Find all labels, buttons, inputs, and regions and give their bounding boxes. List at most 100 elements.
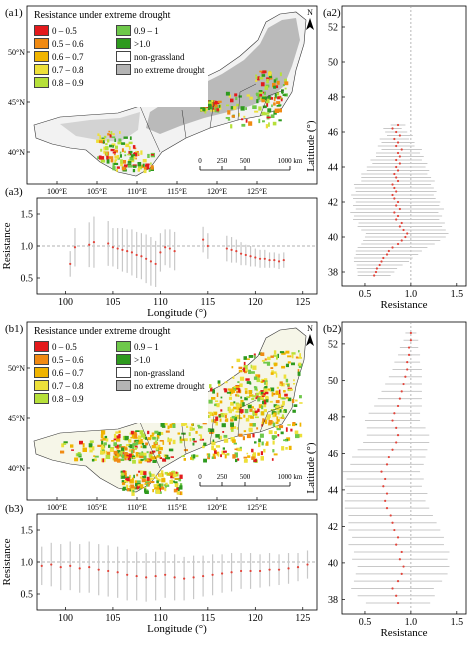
resistance-pixel [135,157,137,160]
resistance-pixel [109,134,112,138]
resistance-pixel [236,390,239,394]
resistance-pixel [162,458,167,462]
data-point [384,477,387,481]
resistance-pixel [132,490,135,493]
resistance-pixel [279,417,282,419]
data-point [382,485,385,488]
resistance-pixel [293,383,296,385]
data-point [391,521,394,524]
data-point [400,148,403,151]
resistance-pixel [204,109,207,114]
legend-label: non-grassland [134,367,185,378]
y-tick-label: 52 [328,339,338,350]
data-point [391,193,394,197]
resistance-pixel [129,160,135,163]
resistance-pixel [128,453,132,458]
resistance-pixel [230,425,234,430]
data-point [92,241,96,244]
resistance-pixel [222,431,225,433]
resistance-pixel [253,458,257,462]
resistance-pixel [298,350,300,353]
resistance-pixel [189,438,192,442]
resistance-pixel [162,441,165,445]
resistance-pixel [283,439,288,442]
resistance-pixel [133,431,137,436]
resistance-pixel [151,445,156,449]
map-a1-province-borders [139,83,285,153]
resistance-pixel [236,403,241,408]
resistance-pixel [274,435,278,438]
scale-tick-0: 0 [198,473,202,481]
resistance-pixel [233,442,237,445]
resistance-pixel [279,409,282,413]
resistance-pixel [261,111,266,116]
resistance-pixel [273,354,277,357]
x-tick-label: 120 [248,297,263,308]
resistance-pixel [208,105,212,110]
resistance-pixel [273,404,278,408]
resistance-pixel [287,383,290,387]
resistance-pixel [262,400,265,405]
resistance-pixel [272,413,275,418]
resistance-pixel [248,427,253,433]
resistance-pixel [109,144,112,148]
resistance-pixel [103,442,107,446]
data-point [385,507,389,510]
resistance-pixel [145,442,149,446]
map-a1-no-drought-area-west [60,112,140,142]
resistance-pixel [144,488,147,493]
resistance-pixel [261,405,264,410]
x-tick-label: 0.5 [359,289,372,300]
y-axis-label: Resistance [1,222,13,269]
resistance-pixel [100,434,104,439]
resistance-pixel [105,454,111,459]
north-label: N [307,8,313,17]
resistance-pixel [112,162,115,167]
resistance-pixel [126,454,130,458]
resistance-pixel [271,104,273,108]
resistance-pixel [232,454,236,459]
resistance-pixel [100,445,105,450]
data-point [107,569,110,573]
resistance-pixel [252,423,256,427]
data-point [306,563,309,566]
resistance-pixel [236,103,239,107]
resistance-pixel [211,456,214,459]
resistance-pixel [268,430,273,435]
resistance-pixel [173,488,178,493]
map-b1-scale-bar: 0 250 500 1000 km [198,473,303,487]
resistance-pixel [167,438,171,443]
data-point [382,256,385,260]
resistance-pixel [192,438,195,441]
resistance-pixel [295,356,299,359]
legend-item: >1.0 [116,354,150,365]
y-axis-label: Latitude (°) [305,442,317,493]
resistance-pixel [211,445,214,451]
data-point [168,247,171,250]
y-tick-label: 48 [328,93,338,104]
resistance-pixel [220,409,223,412]
resistance-pixel [127,163,132,166]
resistance-pixel [259,433,264,438]
resistance-pixel [156,446,159,451]
resistance-pixel [264,419,268,424]
resistance-pixel [209,412,213,416]
resistance-pixel [166,484,170,487]
resistance-pixel [209,384,212,389]
resistance-pixel [170,456,174,458]
data-point [395,176,398,179]
resistance-pixel [114,159,118,161]
resistance-pixel [135,150,138,153]
data-point [206,244,209,248]
resistance-pixel [214,411,218,416]
resistance-pixel [139,476,143,479]
resistance-pixel [138,487,141,490]
y-tick-label: 46 [328,128,338,139]
resistance-pixel [273,412,277,417]
resistance-pixel [170,479,174,484]
resistance-pixel [255,79,258,82]
resistance-pixel [143,169,147,174]
data-point [406,368,409,371]
data-point [268,258,271,262]
resistance-pixel [256,379,261,383]
